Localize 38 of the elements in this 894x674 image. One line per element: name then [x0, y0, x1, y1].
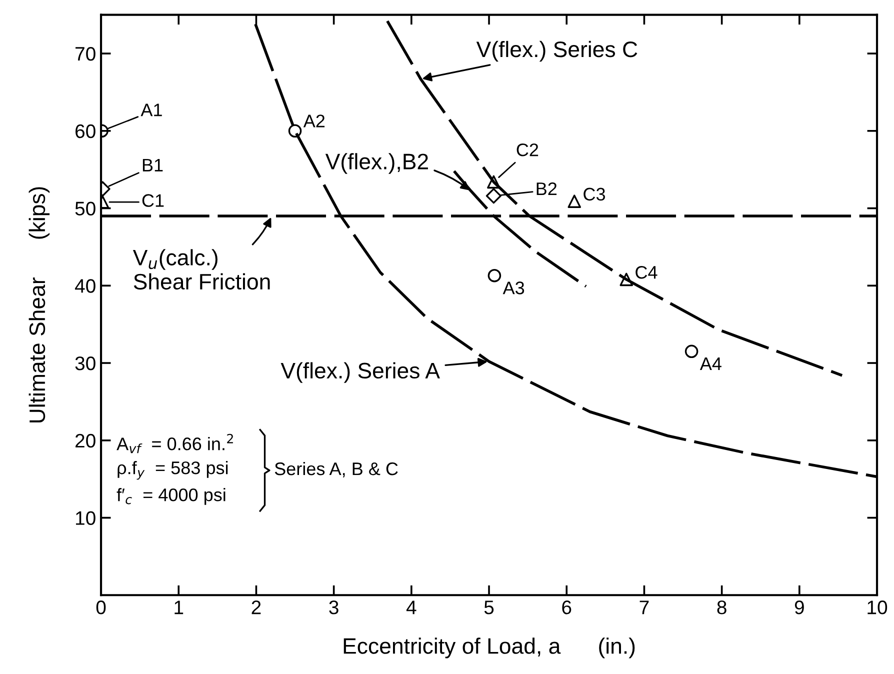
x-tick-label: 9: [794, 600, 804, 614]
annotation: Series A, B & C: [274, 462, 398, 478]
annotation: A3: [502, 282, 524, 294]
x-tick-label: 10: [868, 600, 888, 614]
annotation: B1: [142, 158, 163, 172]
annotation: A1: [140, 104, 162, 116]
y-tick-label: 50: [75, 202, 96, 216]
y-tick-label: 20: [76, 434, 96, 448]
x-tick-label: 6: [562, 600, 572, 614]
x-tick-label: 2: [252, 600, 261, 614]
y-tick-label: 10: [76, 511, 96, 526]
annotation: B2: [536, 182, 557, 195]
annotation: A4: [700, 358, 722, 370]
annotation: f′$_{c}$ = 4000 psi: [116, 488, 226, 505]
annotation: A2: [303, 114, 325, 128]
x-tick-label: 3: [329, 600, 338, 614]
annotation: ρ.f$_{y}$ = 583 psi: [118, 460, 228, 480]
x-tick-label: 5: [484, 600, 494, 614]
annotation: C4: [636, 266, 658, 279]
annotation: V$_{u}$(calc.) Shear Friction: [132, 249, 270, 290]
annotation: V(flex.) Series A: [280, 362, 440, 383]
annotation: C3: [584, 188, 605, 201]
annotation: V(flex.) Series C: [476, 40, 638, 62]
x-tick-label: 7: [640, 600, 649, 614]
annotation: A$_{vf}$ = 0.66 in.$^{2}$: [116, 434, 233, 454]
y-tick-label: 30: [75, 356, 96, 370]
x-tick-label: 1: [174, 600, 184, 614]
x-tick-label: 8: [717, 600, 726, 614]
x-tick-label: 0: [96, 600, 106, 614]
y-tick-label: 70: [76, 46, 96, 61]
x-axis-title: Eccentricity of Load, a (in.): [344, 638, 635, 658]
annotation: C2: [516, 143, 538, 156]
annotation: C1: [142, 194, 164, 207]
y-axis-title: Ultimate Shear (kips): [28, 187, 50, 422]
y-tick-label: 60: [76, 124, 96, 138]
x-tick-label: 4: [406, 600, 416, 614]
annotation: V(flex.),B2: [325, 153, 428, 174]
y-tick-label: 40: [74, 279, 96, 293]
